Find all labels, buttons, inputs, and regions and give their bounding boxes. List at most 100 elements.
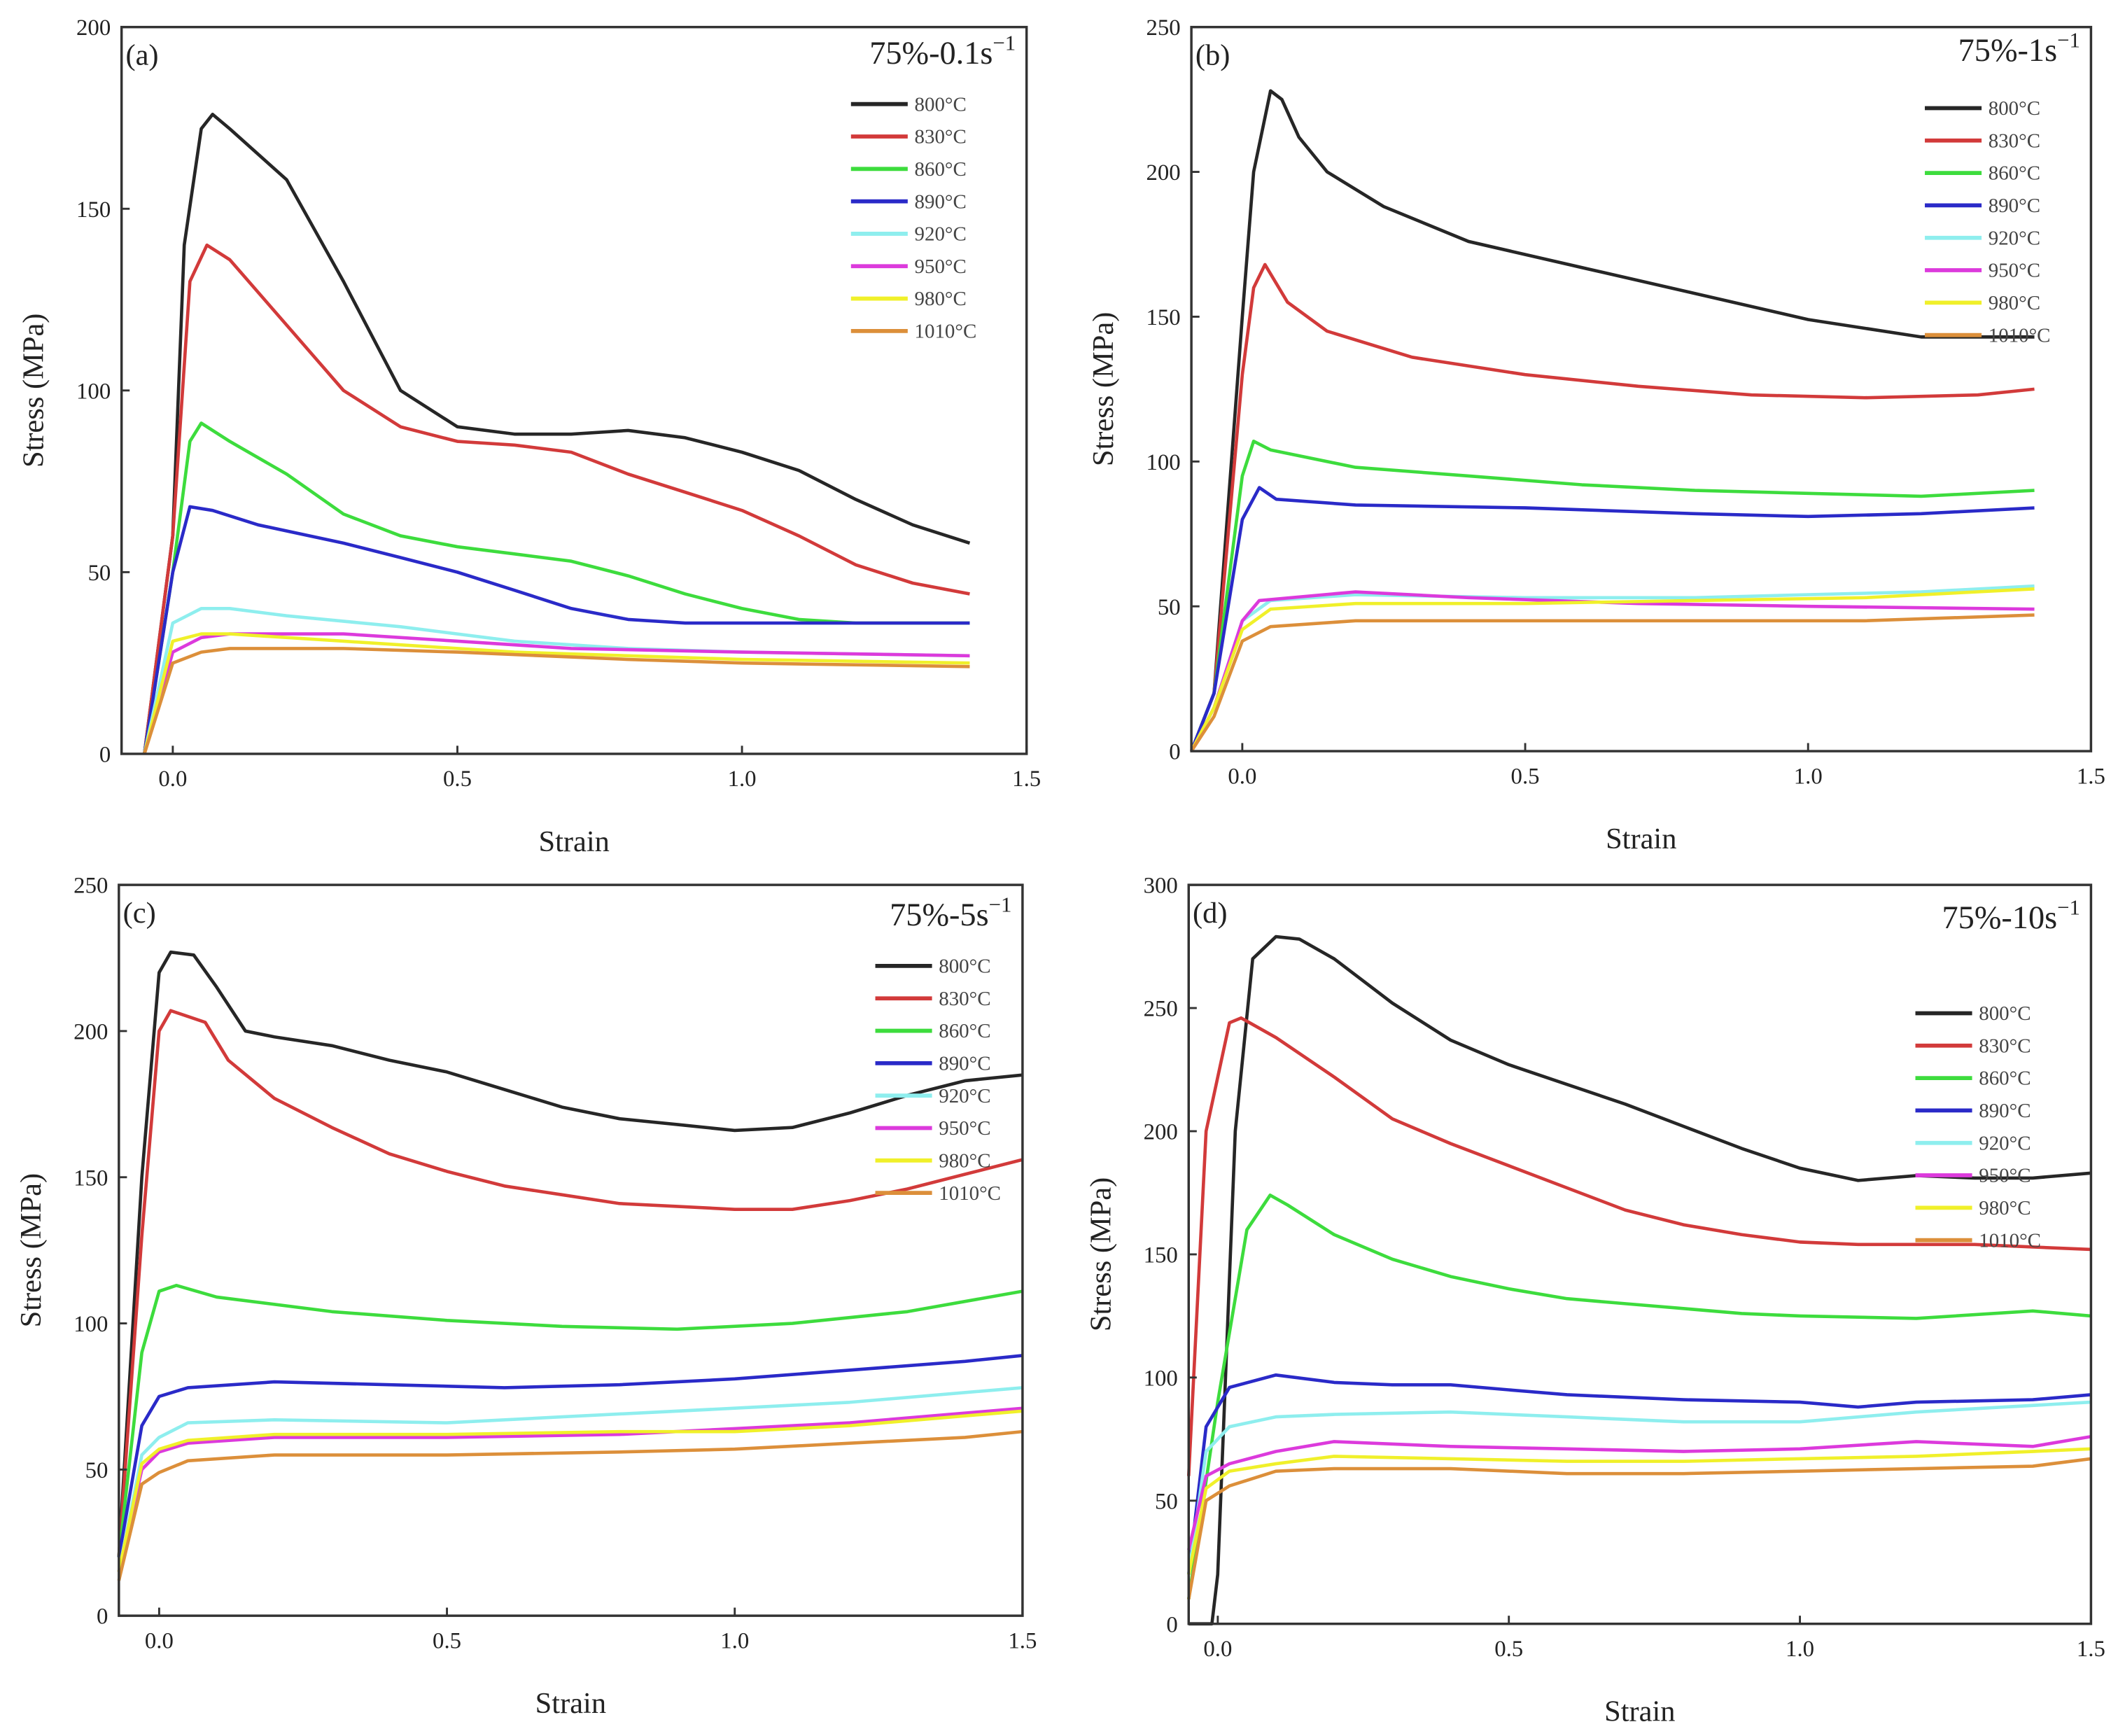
x-tick-label: 0.0 [145, 1628, 174, 1653]
series-group [117, 950, 1023, 1581]
plot-frame [1187, 883, 2093, 1625]
series-group [1186, 934, 2091, 1626]
series-line-980C [1186, 1447, 2091, 1575]
legend-item: 1010°C [875, 1182, 1001, 1205]
series-line-830C [117, 1009, 1023, 1558]
legend-item: 800°C [850, 93, 967, 115]
y-tick-label: 0 [99, 743, 111, 768]
legend-item: 890°C [1915, 1100, 2031, 1122]
y-tick-label: 100 [1144, 1366, 1178, 1391]
series-line-980C [143, 632, 970, 755]
condition-title-base: 75%-10s [1942, 900, 2058, 936]
legend-label: 890°C [1989, 195, 2040, 217]
legend-label: 830°C [1979, 1035, 2031, 1057]
legend-label: 950°C [915, 255, 967, 278]
series-line-1010C [1186, 1457, 2091, 1600]
legend-item: 950°C [1915, 1165, 2031, 1187]
series-line-1010C [1190, 613, 2035, 752]
series-line-950C [117, 1406, 1023, 1572]
series-line-830C [1186, 1016, 2091, 1476]
legend-label: 920°C [915, 223, 967, 246]
legend-label: 950°C [1979, 1165, 2031, 1187]
y-tick-label: 150 [73, 1166, 108, 1191]
legend-item: 860°C [1925, 162, 2040, 185]
y-tick-label: 200 [73, 1020, 108, 1045]
condition-title: 75%-1s−1 [1958, 28, 2080, 69]
legend-item: 950°C [850, 255, 967, 278]
legend-item: 890°C [850, 190, 967, 213]
legend-label: 920°C [939, 1085, 990, 1107]
series-line-800C [143, 113, 971, 755]
y-tick-label: 250 [1146, 15, 1180, 41]
y-tick-label: 50 [87, 561, 111, 586]
condition-title: 75%-10s−1 [1942, 895, 2080, 936]
legend-label: 830°C [915, 126, 967, 148]
legend-item: 800°C [1925, 97, 2040, 120]
plot-frame [1190, 25, 2093, 752]
series-line-980C [1190, 587, 2035, 752]
series-line-1010C [143, 647, 970, 755]
panel-label: (d) [1193, 897, 1227, 930]
series-line-920C [1190, 584, 2035, 752]
legend-item: 920°C [1915, 1132, 2031, 1154]
y-tick-label: 0 [1169, 740, 1180, 765]
series-line-830C [143, 243, 970, 755]
legend-label: 830°C [939, 988, 990, 1010]
y-tick-label: 50 [1158, 595, 1181, 620]
legend-item: 860°C [850, 158, 967, 181]
legend-label: 980°C [915, 288, 967, 310]
series-line-860C [143, 421, 970, 755]
condition-title: 75%-5s−1 [890, 892, 1011, 933]
series-line-950C [1187, 1434, 2091, 1550]
y-tick-label: 250 [1144, 997, 1178, 1022]
legend-item: 920°C [875, 1085, 991, 1107]
legend-label: 1010°C [1979, 1229, 2041, 1252]
x-tick-label: 1.0 [720, 1628, 749, 1653]
series-line-920C [1186, 1400, 2091, 1575]
legend-label: 1010°C [939, 1182, 1001, 1205]
legend-label: 890°C [915, 190, 967, 213]
x-tick-label: 0.5 [1511, 764, 1540, 789]
series-line-860C [1189, 440, 2035, 752]
condition-title-base: 75%-0.1s [869, 36, 993, 71]
x-axis-label: Strain [1604, 1695, 1675, 1728]
legend-item: 830°C [1925, 130, 2040, 152]
legend-item: 830°C [875, 988, 991, 1010]
legend-label: 860°C [1989, 162, 2040, 185]
legend-item: 980°C [1925, 292, 2040, 314]
y-tick-label: 0 [1166, 1612, 1177, 1637]
x-tick-label: 1.0 [728, 766, 757, 792]
legend-item: 890°C [1925, 195, 2040, 217]
legend-item: 860°C [1915, 1068, 2031, 1090]
x-tick-label: 1.5 [2077, 1637, 2105, 1662]
series-line-920C [117, 1386, 1023, 1572]
x-tick-label: 0.5 [443, 766, 472, 792]
legend-item: 1010°C [1915, 1229, 2041, 1252]
legend-item: 980°C [850, 288, 967, 310]
x-tick-label: 0.0 [1203, 1637, 1232, 1662]
legend-item: 980°C [875, 1149, 991, 1172]
y-tick-label: 100 [1146, 450, 1180, 475]
x-axis-label: Strain [538, 825, 609, 858]
legend-item: 950°C [1925, 260, 2040, 282]
panel-label: (c) [123, 897, 156, 930]
chart-panel-b: 0.0 0.5 1.0 1.5 0 50 100 150 200 250 Strain Stress … [1087, 15, 2105, 855]
condition-title-base: 75%-5s [890, 897, 988, 933]
y-tick-label: 0 [97, 1604, 108, 1630]
x-tick-label: 0.0 [158, 766, 187, 792]
panel-label: (a) [125, 39, 158, 72]
series-line-890C [1186, 1373, 2091, 1575]
series-line-830C [1189, 262, 2035, 752]
y-tick-label: 300 [1144, 874, 1178, 899]
x-tick-label: 1.0 [1786, 1637, 1814, 1662]
series-line-860C [117, 1284, 1023, 1558]
y-tick-label: 200 [1144, 1120, 1178, 1145]
legend-label: 800°C [939, 955, 990, 978]
x-tick-label: 0.0 [1228, 764, 1256, 789]
legend-label: 920°C [1979, 1132, 2031, 1154]
x-axis-label: Strain [535, 1687, 606, 1720]
legend-item: 1010°C [850, 321, 976, 343]
legend-label: 980°C [1989, 292, 2040, 314]
legend-label: 830°C [1989, 130, 2040, 152]
